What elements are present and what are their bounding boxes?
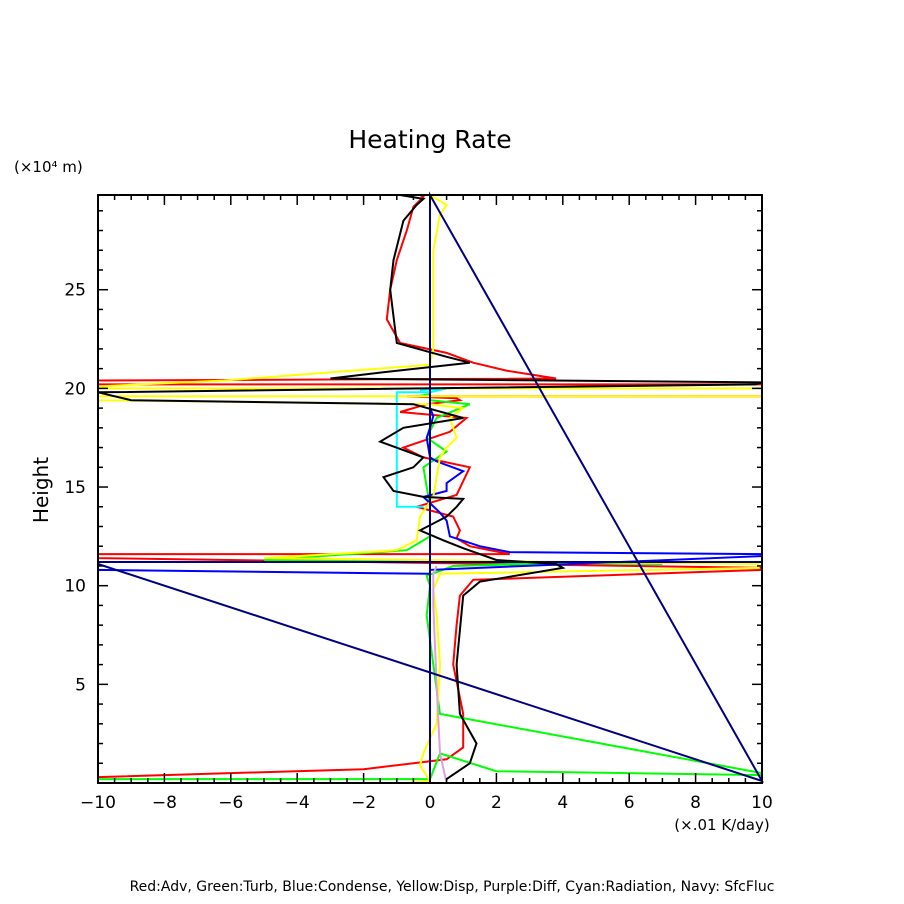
series-line-sfcfluc [97, 191, 765, 783]
x-tick-label: 0 [425, 793, 436, 813]
series-layer [97, 191, 765, 784]
series-line-diff [432, 565, 448, 784]
series-line-total [97, 194, 763, 780]
plot-area: −10 −8 −6 −4 −2 0 2 4 6 8 10 5 10 15 20 25 [64, 191, 773, 813]
tick-layer [97, 195, 763, 783]
chart-title: Heating Rate [348, 125, 511, 154]
y-unit-label: (×10⁴ m) [14, 158, 83, 176]
x-tick-label: −2 [351, 793, 376, 813]
y-tick-label: 10 [64, 577, 86, 597]
y-tick-label: 25 [64, 281, 86, 301]
x-tick-label: −4 [285, 793, 310, 813]
x-tick-label: 4 [557, 793, 568, 813]
y-tick-label: 15 [64, 478, 86, 498]
x-tick-label: −8 [152, 793, 177, 813]
y-tick-label: 5 [75, 675, 86, 695]
x-tick-label: 2 [491, 793, 502, 813]
x-tick-label: −6 [218, 793, 243, 813]
x-tick-label: 6 [624, 793, 635, 813]
y-axis-label: Height [29, 457, 53, 523]
x-tick-label: 10 [751, 793, 773, 813]
legend-text: Red:Adv, Green:Turb, Blue:Condense, Yell… [130, 879, 775, 895]
series-line-disp [97, 194, 763, 784]
x-tick-label: −10 [80, 793, 116, 813]
x-axis-label: (×.01 K/day) [674, 816, 769, 834]
tick-label-layer: −10 −8 −6 −4 −2 0 2 4 6 8 10 5 10 15 20 25 [64, 281, 772, 813]
y-tick-label: 20 [64, 379, 86, 399]
series-line-condense [97, 407, 763, 575]
x-tick-label: 8 [690, 793, 701, 813]
